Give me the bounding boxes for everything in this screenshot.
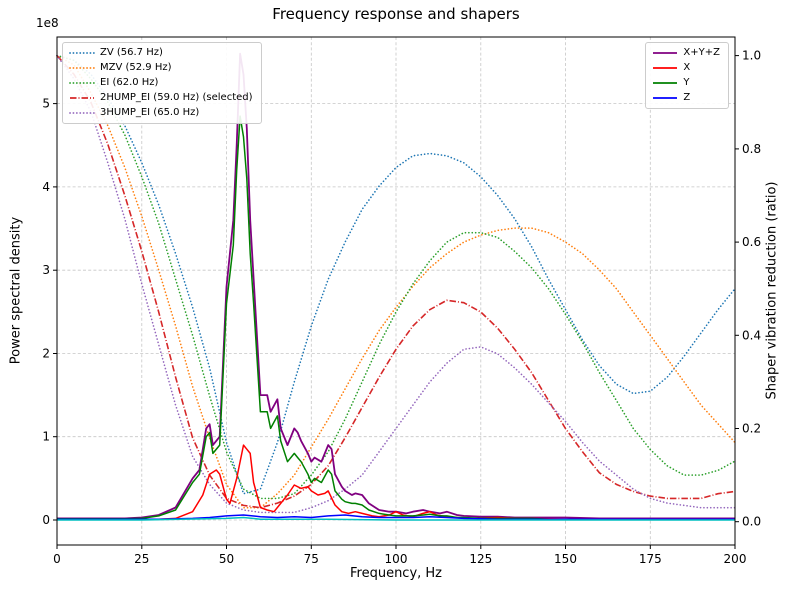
x-tick-label: 125 [469,552,492,566]
x-tick-label: 0 [53,552,61,566]
y-axis-label-right: Shaper vibration reduction (ratio) [764,181,780,400]
legend-line-sample-2HUMP_EI [70,97,94,99]
x-tick-label: 75 [304,552,319,566]
series-line-3HUMP_EI [56,54,736,514]
legend-label-3HUMP_EI: 3HUMP_EI (65.0 Hz) [100,107,200,118]
x-tick-label: 200 [724,552,747,566]
chart-title: Frequency response and shapers [272,5,520,23]
y-tick-label-left: 2 [42,347,50,361]
legend-line-sample-X [653,67,678,69]
legend-item-MZV: MZV (52.9 Hz) [69,62,253,74]
x-tick-label: 25 [134,552,149,566]
x-axis-label: Frequency, Hz [349,566,443,581]
series-line-MZV [56,54,736,509]
legend-item-Y: Y [652,77,720,89]
legend-item-Z: Z [652,92,720,104]
legend-item-3HUMP_EI: 3HUMP_EI (65.0 Hz) [69,107,253,119]
y-tick-label-right: 1.0 [742,49,761,63]
y-tick-label-left: 5 [42,97,50,111]
left-axis-offset-text: 1e8 [36,16,59,30]
legend-line-sample-Y [653,82,678,84]
legend-item-2HUMP_EI: 2HUMP_EI (59.0 Hz) (selected) [69,92,253,104]
x-tick-label: 100 [385,552,408,566]
y-tick-label-left: 1 [42,430,50,444]
legend-label-Z: Z [683,92,691,103]
legend-line-sample-Z [653,97,678,99]
series-line-baseline [57,516,735,521]
legend-label-EI: EI (62.0 Hz) [100,77,159,88]
y-tick-label-right: 0.4 [742,328,761,342]
y-tick-label-right: 0.0 [742,515,761,529]
y-tick-label-right: 0.6 [742,235,761,249]
y-tick-label-left: 3 [42,263,50,277]
legend-label-X+Y+Z: X+Y+Z [683,47,720,58]
x-tick-label: 50 [219,552,234,566]
legend-item-X+Y+Z: X+Y+Z [652,47,720,59]
y-tick-label-left: 4 [42,180,50,194]
legend-line-sample-X+Y+Z [653,52,678,54]
legend-shapers: ZV (56.7 Hz) MZV (52.9 Hz) EI (62.0 Hz) 2HU… [62,42,262,124]
series-line-X [57,444,735,520]
y-axis-label-left: Power spectral density [8,216,24,365]
legend-line-sample-EI [69,82,95,84]
x-tick-label: 175 [639,552,662,566]
legend-label-Y: Y [683,77,690,88]
series-line-X+Y+Z [57,52,735,520]
y-tick-label-right: 0.8 [742,142,761,156]
legend-line-sample-3HUMP_EI [69,112,95,114]
series-line-ZV [56,54,736,495]
series-line-2HUMP_EI [56,55,736,509]
legend-label-X: X [683,62,691,73]
y-tick-label-left: 0 [42,513,50,527]
legend-line-sample-ZV [69,52,95,54]
legend-label-MZV: MZV (52.9 Hz) [100,62,172,73]
legend-item-ZV: ZV (56.7 Hz) [69,47,253,59]
legend-item-X: X [652,62,720,74]
series-line-EI [56,54,736,500]
legend-label-ZV: ZV (56.7 Hz) [100,47,163,58]
legend-item-EI: EI (62.0 Hz) [69,77,253,89]
legend-line-sample-MZV [69,67,95,69]
x-tick-label: 150 [554,552,577,566]
legend-label-2HUMP_EI: 2HUMP_EI (59.0 Hz) (selected) [100,92,253,103]
legend-responses: X+Y+Z X Y Z [645,42,729,109]
series-line-Z [57,514,735,520]
y-tick-label-right: 0.2 [742,422,761,436]
series-line-Y [57,115,735,520]
